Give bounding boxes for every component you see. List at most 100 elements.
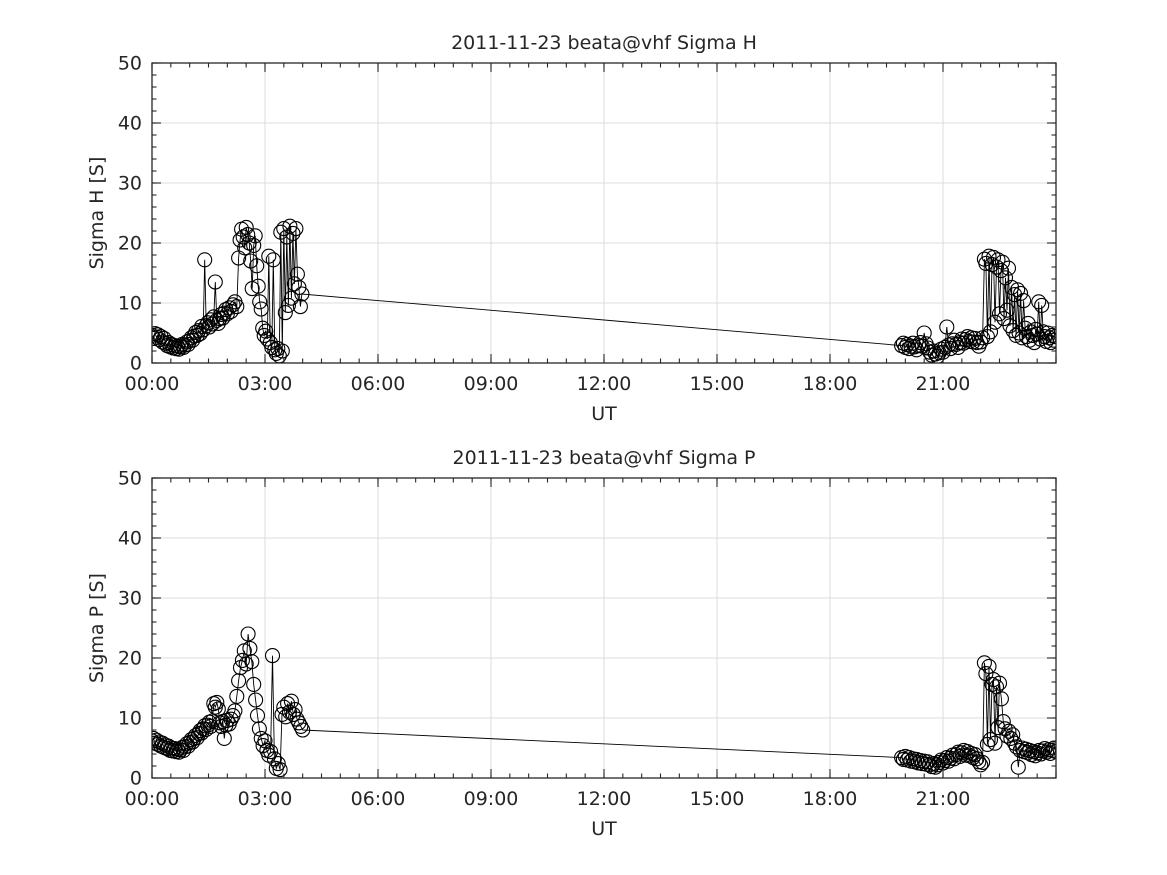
data-point — [979, 736, 995, 752]
x-tick-label: 09:00 — [464, 373, 519, 395]
data-point — [1043, 335, 1056, 351]
data-point — [920, 754, 936, 770]
data-point — [1034, 297, 1050, 313]
x-tick-label: 21:00 — [916, 373, 971, 395]
data-point — [982, 324, 999, 340]
data-point — [270, 756, 286, 772]
y-axis-label-sigma-p: Sigma P [S] — [86, 573, 108, 683]
x-axis-label-sigma-p: UT — [591, 818, 617, 840]
y-tick-label: 0 — [130, 353, 142, 375]
data-point — [293, 718, 309, 734]
data-point — [255, 320, 271, 336]
data-point — [973, 757, 989, 773]
data-point — [270, 341, 286, 357]
data-point — [276, 699, 292, 715]
data-point — [1004, 279, 1020, 295]
y-tick-label: 50 — [118, 468, 142, 490]
data-point — [1016, 293, 1032, 309]
data-point — [1046, 740, 1056, 756]
data-point — [1013, 285, 1029, 301]
data-point — [240, 626, 256, 642]
data-point — [995, 714, 1011, 730]
x-tick-label: 12:00 — [577, 788, 632, 810]
data-point — [984, 257, 1000, 273]
data-point — [243, 253, 259, 269]
data-point — [993, 691, 1009, 707]
data-point — [221, 300, 237, 316]
data-point — [999, 302, 1015, 318]
data-point — [232, 232, 248, 248]
data-point — [991, 675, 1008, 691]
y-tick-label: 30 — [118, 173, 142, 195]
data-point — [994, 254, 1011, 270]
data-point — [958, 332, 974, 348]
data-point — [225, 297, 241, 313]
data-point — [1041, 330, 1056, 346]
x-tick-label: 15:00 — [690, 373, 745, 395]
data-point — [285, 225, 301, 241]
data-point — [234, 652, 250, 668]
data-point — [229, 299, 245, 315]
data-point — [929, 348, 945, 363]
data-point — [912, 335, 928, 351]
sigma-h-chart: 00:00 03:00 06:00 09:00 12:00 15:00 18:00 21:00… — [86, 32, 1057, 425]
data-point — [985, 249, 1002, 265]
y-tick-label: 10 — [118, 708, 142, 730]
data-point — [207, 274, 223, 290]
data-point — [273, 224, 289, 240]
x-tick-label: 00:00 — [125, 788, 180, 810]
chart-title-sigma-h: 2011-11-23 beata@vhf Sigma H — [451, 32, 757, 54]
data-point — [1033, 746, 1049, 762]
data-point — [152, 733, 160, 749]
data-point — [1005, 727, 1021, 743]
data-point — [247, 228, 263, 244]
data-point — [976, 655, 992, 671]
data-point — [272, 762, 288, 778]
x-tick-label: 21:00 — [916, 788, 971, 810]
sigma-p-axes — [152, 478, 1056, 778]
data-point — [294, 286, 310, 302]
data-point — [916, 325, 932, 341]
data-point — [246, 237, 262, 253]
y-tick-label: 20 — [118, 233, 142, 255]
data-point — [990, 720, 1006, 736]
data-point — [288, 221, 304, 237]
data-point — [227, 703, 243, 719]
data-point — [954, 745, 970, 761]
data-point — [987, 735, 1003, 751]
data-point — [961, 748, 977, 764]
data-point — [276, 221, 292, 237]
data-point — [253, 301, 269, 317]
data-point — [253, 730, 269, 746]
y-tick-label: 20 — [118, 648, 142, 670]
x-tick-label: 00:00 — [125, 373, 180, 395]
x-tick-label: 06:00 — [351, 788, 406, 810]
data-point — [238, 219, 254, 235]
data-point — [1031, 294, 1047, 310]
data-group — [152, 218, 1056, 363]
data-point — [244, 281, 260, 297]
data-point — [1001, 723, 1017, 739]
data-point — [991, 306, 1008, 322]
data-point — [246, 676, 262, 692]
data-point — [988, 259, 1005, 275]
data-point — [929, 757, 945, 773]
x-tick-label: 18:00 — [803, 373, 858, 395]
data-point — [283, 290, 299, 306]
data-point — [1027, 748, 1043, 764]
y-tick-label: 30 — [118, 588, 142, 610]
chart-title-sigma-p: 2011-11-23 beata@vhf Sigma P — [452, 447, 755, 469]
data-point — [939, 319, 955, 335]
sigma-p-chart: 00:00 03:00 06:00 09:00 12:00 15:00 18:00 21:00… — [86, 447, 1057, 840]
x-tick-label: 15:00 — [690, 788, 745, 810]
data-point — [250, 278, 266, 294]
x-tick-label: 18:00 — [803, 788, 858, 810]
data-point — [894, 338, 910, 354]
x-tick-label: 03:00 — [238, 373, 293, 395]
sigma-h-data-series — [152, 218, 1056, 363]
data-point — [982, 732, 999, 748]
data-point — [277, 305, 293, 321]
data-point — [295, 722, 311, 738]
data-point — [264, 648, 281, 664]
